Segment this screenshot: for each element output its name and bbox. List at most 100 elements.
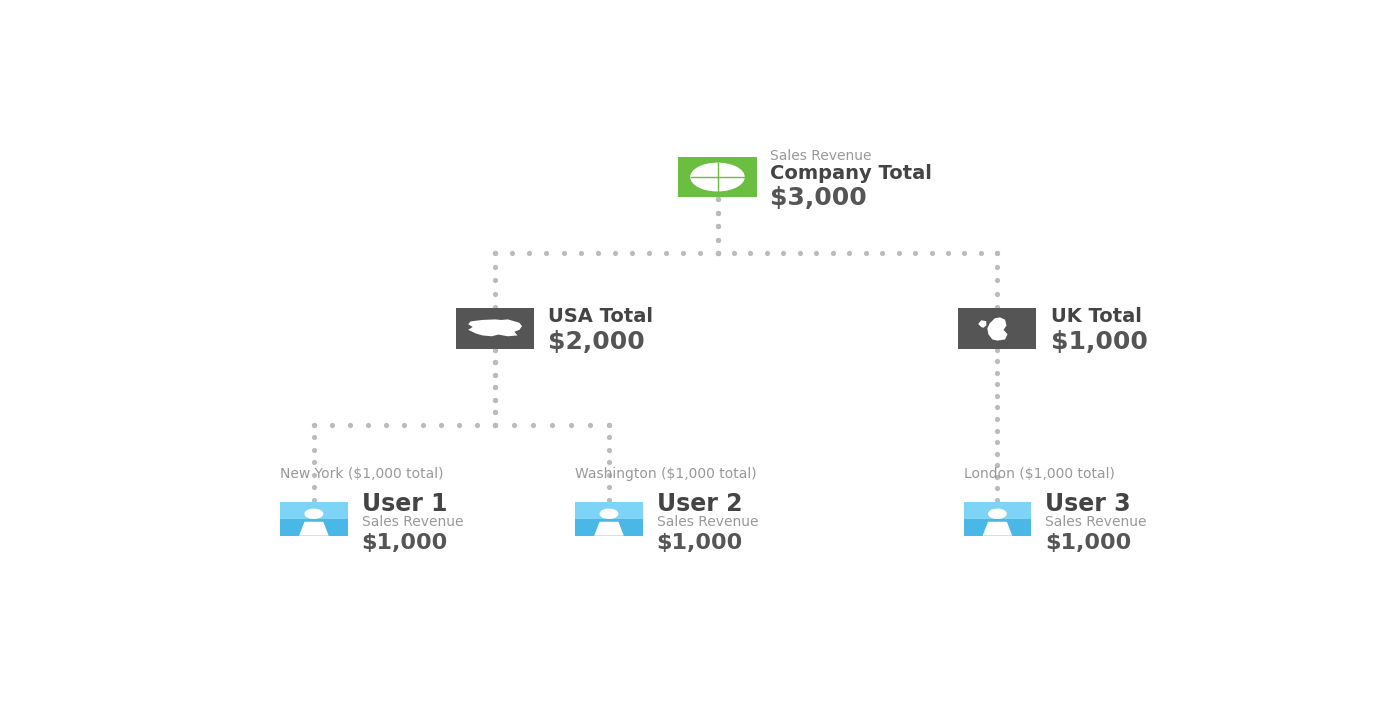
Circle shape	[988, 510, 1007, 518]
Point	[805, 248, 827, 259]
Point	[522, 419, 545, 431]
Point	[570, 248, 592, 259]
Point	[986, 248, 1008, 259]
Point	[920, 248, 942, 259]
Text: Sales Revenue: Sales Revenue	[657, 515, 759, 529]
Point	[598, 419, 620, 431]
FancyBboxPatch shape	[679, 157, 756, 197]
Point	[986, 471, 1008, 483]
Point	[986, 379, 1008, 390]
Point	[706, 248, 728, 259]
Point	[986, 274, 1008, 286]
Point	[672, 248, 694, 259]
Point	[598, 494, 620, 506]
Text: Company Total: Company Total	[770, 165, 931, 183]
Text: User 2: User 2	[657, 492, 742, 516]
Point	[839, 248, 861, 259]
Point	[484, 394, 507, 405]
Point	[822, 248, 844, 259]
Point	[986, 367, 1008, 379]
Point	[598, 432, 620, 443]
Polygon shape	[300, 522, 329, 536]
Point	[598, 419, 620, 431]
FancyBboxPatch shape	[280, 502, 347, 519]
FancyBboxPatch shape	[963, 519, 1030, 537]
Point	[620, 248, 643, 259]
Point	[706, 234, 728, 245]
Circle shape	[601, 510, 617, 518]
Point	[302, 494, 325, 506]
FancyBboxPatch shape	[575, 502, 643, 519]
Point	[603, 248, 626, 259]
FancyBboxPatch shape	[575, 519, 643, 537]
Point	[302, 482, 325, 494]
Text: $1,000: $1,000	[1050, 331, 1148, 355]
Point	[535, 248, 557, 259]
Point	[970, 248, 993, 259]
Point	[484, 288, 507, 299]
Point	[484, 344, 507, 355]
Point	[706, 194, 728, 205]
Point	[706, 248, 728, 259]
Point	[484, 369, 507, 381]
Point	[578, 419, 601, 431]
Point	[854, 248, 876, 259]
Text: $2,000: $2,000	[549, 331, 645, 355]
Point	[598, 456, 620, 468]
Point	[655, 248, 678, 259]
Point	[484, 406, 507, 418]
Polygon shape	[983, 522, 1012, 536]
Point	[560, 419, 582, 431]
Point	[986, 483, 1008, 494]
Point	[518, 248, 540, 259]
Point	[986, 301, 1008, 313]
FancyBboxPatch shape	[456, 308, 535, 349]
Point	[986, 402, 1008, 414]
Point	[871, 248, 893, 259]
Text: Sales Revenue: Sales Revenue	[361, 515, 463, 529]
Point	[706, 221, 728, 232]
Point	[484, 301, 507, 313]
Point	[986, 436, 1008, 448]
Text: User 3: User 3	[1046, 492, 1131, 516]
Point	[638, 248, 661, 259]
Point	[587, 248, 609, 259]
Point	[986, 248, 1008, 259]
Point	[484, 261, 507, 272]
Point	[484, 357, 507, 368]
Circle shape	[692, 163, 743, 191]
Point	[986, 424, 1008, 436]
Point	[484, 394, 507, 405]
Point	[302, 456, 325, 468]
Point	[430, 419, 452, 431]
Point	[937, 248, 959, 259]
Polygon shape	[468, 320, 522, 336]
Point	[888, 248, 910, 259]
Point	[375, 419, 398, 431]
Point	[598, 469, 620, 480]
Text: New York ($1,000 total): New York ($1,000 total)	[280, 467, 444, 481]
Point	[484, 344, 507, 355]
Polygon shape	[594, 522, 624, 536]
Point	[484, 419, 507, 431]
Point	[302, 419, 325, 431]
Point	[706, 207, 728, 218]
Point	[986, 459, 1008, 471]
Point	[689, 248, 711, 259]
FancyBboxPatch shape	[280, 519, 347, 537]
Text: Washington ($1,000 total): Washington ($1,000 total)	[575, 467, 757, 481]
Point	[484, 381, 507, 393]
Point	[986, 448, 1008, 459]
Circle shape	[305, 510, 322, 518]
Point	[986, 414, 1008, 425]
Point	[706, 194, 728, 205]
Polygon shape	[979, 320, 986, 328]
FancyBboxPatch shape	[959, 308, 1036, 349]
Text: $1,000: $1,000	[1046, 533, 1131, 553]
Point	[706, 234, 728, 245]
Point	[484, 369, 507, 381]
Point	[598, 444, 620, 456]
Point	[448, 419, 470, 431]
Point	[788, 248, 811, 259]
Point	[302, 432, 325, 443]
